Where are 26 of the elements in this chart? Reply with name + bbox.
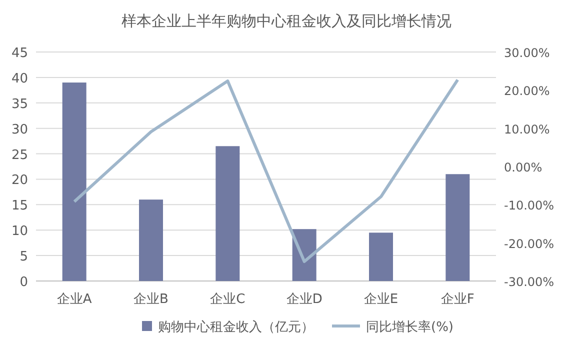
ytick: 30 [11,122,28,138]
xtick: 企业B [134,292,168,307]
ytick: 20 [11,173,28,188]
y2tick: 20.00% [504,84,550,98]
ytick: 35 [11,96,28,112]
legend-label: 同比增长率(%) [366,320,454,335]
y2tick: -30.00% [504,275,554,289]
y2tick: 0.00% [504,160,542,174]
y2tick: -20.00% [504,236,554,251]
ytick: 5 [20,250,28,265]
ytick: 45 [11,46,28,61]
xtick: 企业C [210,292,246,307]
ytick: 15 [11,198,28,214]
y2tick: 30.00% [504,46,550,60]
y2tick: 10.00% [504,122,550,136]
ytick: 40 [11,71,28,86]
xtick: 企业F [440,292,474,307]
ytick: 10 [11,224,28,240]
xtick: 企业D [286,292,322,307]
xtick: 企业E [364,292,398,307]
ytick: 25 [11,148,28,163]
ytick: 0 [20,275,28,290]
y2tick: -10.00% [504,198,554,213]
title: 样本企业上半年购物中心租金收入及同比增长情况 [122,12,452,30]
legend-label: 购物中心租金收入（亿元） [158,320,314,335]
xtick: 企业A [56,292,92,307]
